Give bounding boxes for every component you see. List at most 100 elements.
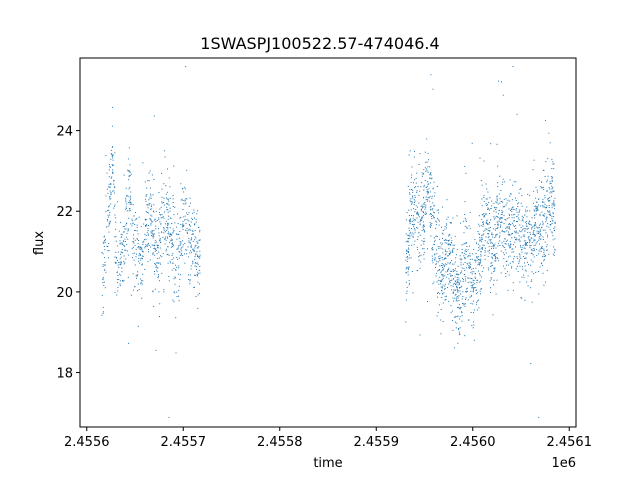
data-point	[474, 259, 476, 261]
data-point	[130, 202, 132, 204]
data-point	[553, 190, 555, 192]
data-point	[480, 280, 482, 282]
data-point	[128, 188, 130, 190]
data-point	[487, 230, 489, 232]
data-point	[115, 251, 117, 253]
data-point	[167, 168, 168, 170]
data-point	[173, 230, 175, 232]
data-point	[496, 216, 498, 218]
data-point	[182, 255, 184, 256]
data-point	[505, 276, 507, 277]
data-point	[142, 263, 143, 265]
x-tick-label: 2.4559	[353, 435, 399, 450]
data-point	[442, 269, 444, 271]
data-point	[435, 235, 437, 237]
data-point	[178, 300, 180, 302]
data-point	[140, 283, 142, 285]
data-point	[542, 236, 544, 238]
data-point	[190, 244, 192, 246]
data-point	[528, 241, 530, 243]
data-point	[198, 283, 200, 285]
data-point	[414, 228, 415, 230]
data-point	[180, 274, 181, 276]
data-point	[475, 261, 477, 263]
data-point	[503, 265, 504, 267]
data-point	[448, 234, 450, 235]
data-point	[488, 223, 490, 225]
data-point	[115, 262, 117, 264]
data-point	[436, 221, 438, 223]
data-point	[176, 248, 178, 250]
data-point	[145, 200, 147, 202]
data-point	[171, 246, 173, 248]
data-point	[554, 248, 556, 250]
data-point	[176, 238, 178, 240]
data-point	[190, 221, 192, 223]
data-point	[482, 224, 484, 226]
data-point	[161, 202, 163, 204]
data-point	[447, 216, 449, 218]
data-point	[146, 231, 148, 233]
data-point	[102, 264, 104, 266]
data-point	[537, 227, 539, 229]
data-point	[502, 244, 504, 246]
data-point	[449, 253, 451, 255]
data-point	[185, 198, 187, 200]
data-point	[154, 263, 156, 265]
data-point	[107, 219, 108, 220]
data-point	[407, 240, 409, 242]
data-point	[519, 230, 520, 232]
data-point	[429, 195, 431, 197]
data-point	[461, 248, 463, 250]
data-point	[188, 240, 190, 242]
data-point	[535, 210, 537, 212]
data-point	[476, 301, 478, 303]
data-point	[471, 258, 473, 260]
data-point	[175, 269, 176, 271]
data-point	[541, 262, 543, 264]
data-point	[452, 250, 454, 251]
data-point	[141, 249, 143, 251]
data-point	[110, 177, 112, 179]
data-point	[480, 180, 482, 182]
data-point	[456, 287, 458, 289]
data-point	[532, 254, 534, 256]
data-point	[427, 166, 429, 168]
data-point	[458, 331, 460, 333]
data-point	[531, 253, 533, 254]
data-point	[447, 269, 449, 271]
data-point	[496, 198, 498, 200]
data-point	[451, 310, 453, 312]
data-point	[463, 255, 465, 257]
data-point	[509, 227, 510, 229]
data-point	[539, 213, 541, 215]
data-point	[412, 189, 414, 191]
data-point	[490, 262, 492, 264]
data-point	[541, 187, 543, 189]
data-point	[130, 173, 132, 175]
data-point	[174, 222, 176, 224]
data-point	[520, 187, 522, 189]
data-point	[199, 229, 201, 231]
data-point	[530, 252, 532, 254]
data-point	[123, 279, 125, 281]
data-point	[113, 164, 115, 166]
data-point	[518, 202, 520, 204]
data-point	[119, 240, 121, 242]
data-point	[437, 261, 439, 263]
data-point	[416, 190, 418, 192]
data-point	[406, 267, 408, 269]
data-point	[405, 299, 407, 301]
data-point	[108, 176, 110, 178]
data-point	[106, 188, 108, 190]
data-point	[120, 274, 122, 276]
data-point	[198, 239, 200, 241]
data-point	[147, 230, 149, 231]
data-point	[192, 231, 194, 232]
data-point	[149, 170, 151, 172]
data-point	[496, 202, 498, 204]
data-point	[143, 223, 145, 225]
data-point	[163, 229, 165, 231]
data-point	[136, 275, 138, 277]
data-point	[426, 161, 428, 163]
